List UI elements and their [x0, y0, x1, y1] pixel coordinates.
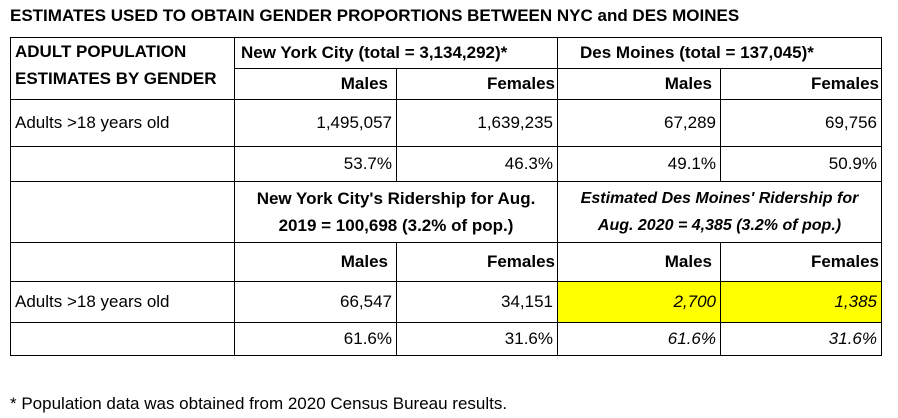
nyc-females-pop: 1,639,235: [396, 99, 558, 147]
blank-cell: [10, 146, 235, 182]
blank-cell: [10, 242, 235, 282]
nyc-females-header: Females: [396, 68, 558, 100]
dm-ridership-line1: Estimated Des Moines' Ridership for: [580, 190, 859, 207]
dm-males-pct: 49.1%: [557, 146, 721, 182]
page-title: ESTIMATES USED TO OBTAIN GENDER PROPORTI…: [10, 6, 740, 25]
ride-dm-males-pct: 61.6%: [557, 322, 721, 356]
ride-nyc-females-pct: 31.6%: [396, 322, 558, 356]
nyc-ridership-line2: 2019 = 100,698 (3.2% of pop.): [278, 216, 514, 235]
dm-ridership-header: Estimated Des Moines' Ridership for Aug.…: [557, 181, 882, 243]
nyc-ridership-line1: New York City's Ridership for Aug.: [256, 189, 536, 208]
header-row-2: Males Females Males Females: [11, 68, 882, 100]
ride-dm-males-header: Males: [557, 242, 721, 282]
ride-dm-females-pct: 31.6%: [720, 322, 882, 356]
blank-cell: [10, 181, 235, 243]
dm-males-header: Males: [557, 68, 721, 100]
dm-females-pct: 50.9%: [720, 146, 882, 182]
header-row-1: ADULT POPULATION ESTIMATES BY GENDER New…: [10, 37, 882, 100]
nyc-females-pct: 46.3%: [396, 146, 558, 182]
dm-header: Des Moines (total = 137,045)*: [557, 37, 882, 69]
ridership-header-row: New York City's Ridership for Aug. 2019 …: [10, 181, 882, 243]
population-row: Adults >18 years old 1,495,057 1,639,235…: [10, 99, 882, 147]
blank-cell: [10, 322, 235, 356]
ride-dm-females: 1,385: [720, 281, 882, 323]
footnote: * Population data was obtained from 2020…: [10, 394, 508, 413]
dm-ridership-line2: Aug. 2020 = 4,385 (3.2% of pop.): [597, 217, 842, 234]
corner-label-line2: ESTIMATES BY GENDER: [15, 69, 217, 88]
nyc-males-pop: 1,495,057: [234, 99, 397, 147]
dm-females-header: Females: [720, 68, 882, 100]
population-pct-row: 53.7% 46.3% 49.1% 50.9%: [10, 146, 882, 182]
corner-label-line1: ADULT POPULATION: [15, 42, 187, 61]
ride-nyc-males-header: Males: [234, 242, 397, 282]
ride-nyc-males-pct: 61.6%: [234, 322, 397, 356]
ride-dm-males: 2,700: [557, 281, 721, 323]
dm-females-pop: 69,756: [720, 99, 882, 147]
nyc-males-pct: 53.7%: [234, 146, 397, 182]
estimates-table: ADULT POPULATION ESTIMATES BY GENDER New…: [10, 37, 882, 356]
row-label: Adults >18 years old: [10, 281, 235, 323]
nyc-males-header: Males: [234, 68, 397, 100]
dm-males-pop: 67,289: [557, 99, 721, 147]
ridership-gender-header-row: Males Females Males Females: [10, 242, 882, 282]
ride-nyc-females: 34,151: [396, 281, 558, 323]
ride-nyc-females-header: Females: [396, 242, 558, 282]
ridership-row: Adults >18 years old 66,547 34,151 2,700…: [10, 281, 882, 323]
row-label: Adults >18 years old: [10, 99, 235, 147]
corner-label: ADULT POPULATION ESTIMATES BY GENDER: [10, 37, 235, 100]
nyc-ridership-header: New York City's Ridership for Aug. 2019 …: [234, 181, 558, 243]
ride-nyc-males: 66,547: [234, 281, 397, 323]
ridership-pct-row: 61.6% 31.6% 61.6% 31.6%: [10, 322, 882, 356]
nyc-header: New York City (total = 3,134,292)*: [234, 37, 558, 69]
ride-dm-females-header: Females: [720, 242, 882, 282]
